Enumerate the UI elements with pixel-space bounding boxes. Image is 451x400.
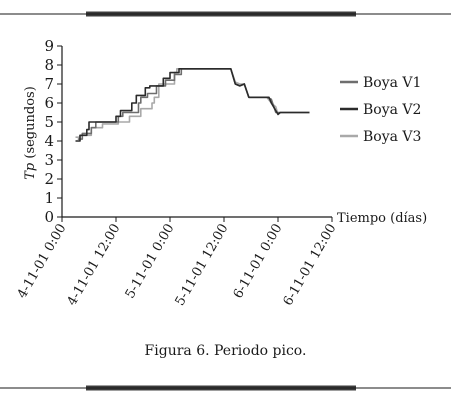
figure-caption: Figura 6. Periodo pico.	[144, 343, 307, 359]
x-tick-label: 4-11-01 12:00	[65, 222, 124, 309]
legend-label: Boya V3	[363, 129, 421, 145]
y-axis-label: Tp (segundos)	[23, 86, 38, 180]
x-tick-label: 5-11-01 0:00	[123, 222, 178, 302]
y-axis-label-unit: (segundos)	[23, 86, 38, 163]
legend-label: Boya V1	[363, 75, 421, 91]
series-lines	[75, 68, 310, 142]
x-tick-label: 4-11-01 0:00	[15, 222, 70, 302]
series-line-boya-v1	[77, 68, 310, 140]
series-line-boya-v2	[75, 68, 310, 142]
legend: Boya V1 Boya V2 Boya V3	[340, 75, 421, 145]
x-axis-label: Tiempo (días)	[337, 211, 427, 226]
y-tick-label: 5	[44, 113, 54, 131]
y-tick-label: 2	[44, 170, 54, 188]
y-axis-label-symbol: Tp	[23, 162, 38, 180]
y-tick-label: 1	[44, 189, 54, 207]
y-tick-label: 6	[44, 94, 54, 112]
x-tick-label: 6-11-01 0:00	[231, 222, 286, 302]
y-tick-label: 8	[44, 56, 54, 74]
top-rule	[0, 11, 451, 17]
series-line-boya-v3	[75, 68, 310, 138]
x-tick-label: 5-11-01 12:00	[173, 222, 232, 309]
y-tick-label: 4	[44, 132, 54, 150]
x-tick-label: 6-11-01 12:00	[281, 222, 340, 309]
bottom-rule	[0, 385, 451, 391]
legend-label: Boya V2	[363, 102, 421, 118]
y-tick-label: 3	[44, 151, 54, 169]
y-tick-label: 0	[44, 208, 54, 226]
y-tick-label: 9	[44, 37, 54, 55]
y-tick-label: 7	[44, 75, 54, 93]
